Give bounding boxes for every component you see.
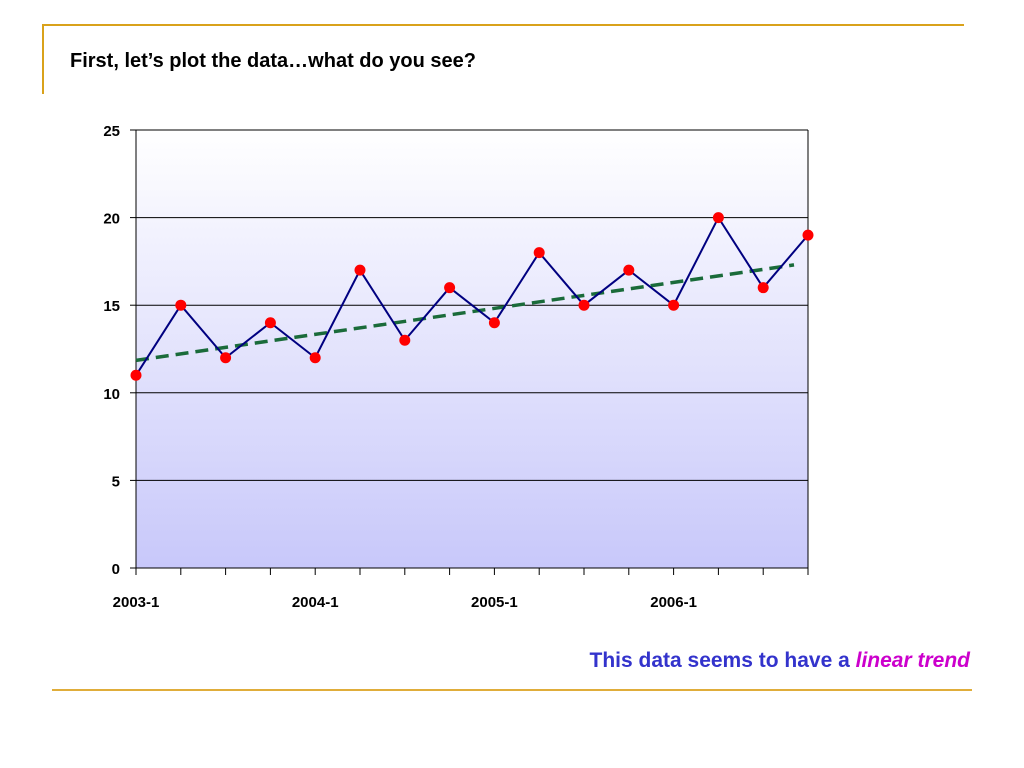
plot-area [136,130,808,568]
y-tick-label: 20 [103,211,120,228]
y-tick-label: 10 [103,386,120,403]
data-point [712,212,724,224]
x-tick-label: 2005-1 [471,594,518,611]
data-point [533,247,545,259]
data-point [668,299,680,311]
y-tick-label: 0 [112,561,120,578]
data-point [309,352,321,364]
caption-main: This data seems to have a [589,649,850,672]
data-point [488,317,500,329]
data-point [399,334,411,346]
data-point [802,229,814,241]
series-line [135,215,809,376]
data-point [264,317,276,329]
y-tick-label: 25 [103,123,120,140]
data-point [623,264,635,276]
caption-emphasis: linear trend [855,649,970,672]
frame-top-rule [42,24,964,26]
x-tick-label: 2004-1 [292,594,339,611]
data-point [444,282,456,294]
y-tick-label: 15 [103,298,120,315]
x-tick-label: 2006-1 [650,594,697,611]
trend-line [135,263,795,363]
caption: This data seems to have a linear trend [590,649,971,673]
frame-left-rule [42,24,44,94]
data-point [354,264,366,276]
slide-title: First, let’s plot the data…what do you s… [70,50,476,72]
y-tick-label: 5 [112,473,120,490]
data-point [175,299,187,311]
data-point [220,352,232,364]
data-point [757,282,769,294]
frame-bottom-rule [52,689,972,691]
x-tick-label: 2003-1 [113,594,160,611]
data-point [130,369,142,381]
data-point [578,299,590,311]
